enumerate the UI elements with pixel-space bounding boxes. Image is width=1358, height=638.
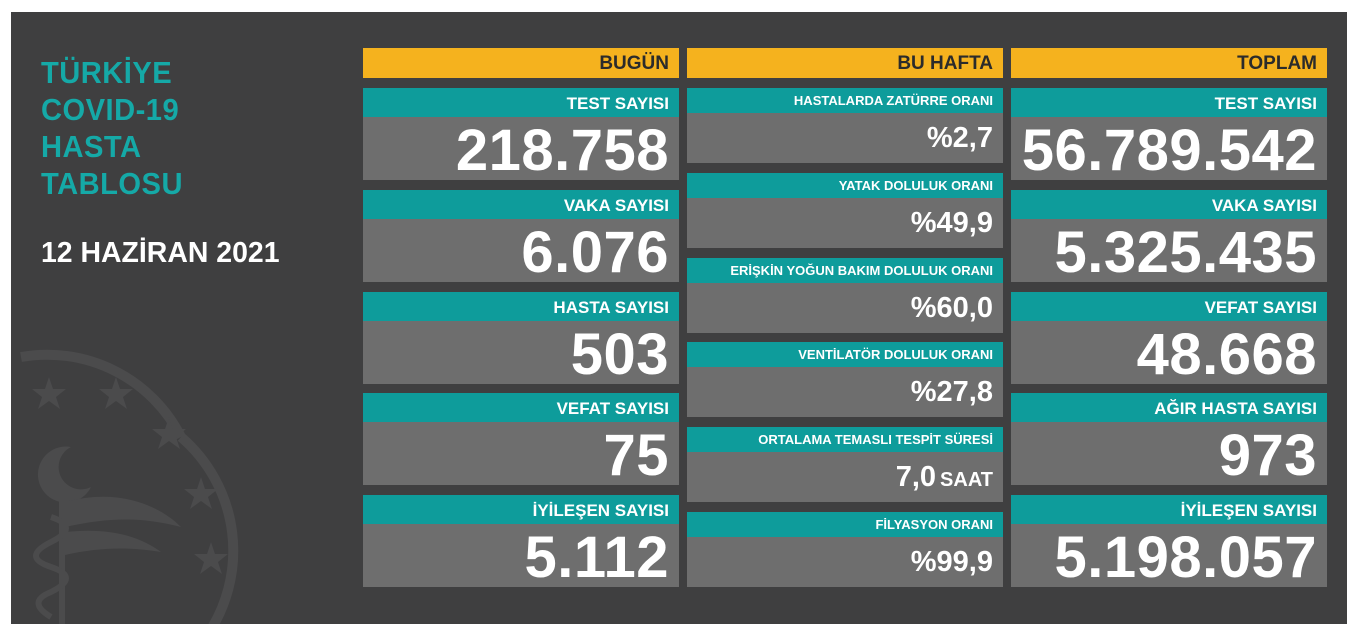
rate-value: %99,9 [687,537,1003,587]
rate-number: %60,0 [910,292,993,324]
rate-value: %60,0 [687,283,1003,333]
rate-number: %99,9 [910,546,993,578]
rate-label: HASTALARDA ZATÜRRE ORANI [687,88,1003,113]
stat-label: İYİLEŞEN SAYISI [1011,495,1327,524]
ministry-emblem-icon [20,349,239,624]
rate-label: FİLYASYON ORANI [687,512,1003,537]
rate-number: %27,8 [910,376,993,408]
stat-card: TEST SAYISI 56.789.542 [1011,88,1327,183]
rate-label: VENTİLATÖR DOLULUK ORANI [687,342,1003,367]
stat-card: İYİLEŞEN SAYISI 5.112 [363,495,679,590]
stat-value: 503 [363,321,679,387]
column-heading: BU HAFTA [687,48,1003,78]
stat-card: VEFAT SAYISI 48.668 [1011,292,1327,387]
rate-value: 7,0 SAAT [687,452,1003,502]
stat-label: AĞIR HASTA SAYISI [1011,393,1327,422]
rate-value: %49,9 [687,198,1003,248]
title-line: TÜRKİYE [41,55,173,90]
rate-label: ERİŞKİN YOĞUN BAKIM DOLULUK ORANI [687,258,1003,283]
title-line: HASTA [41,129,142,164]
page-title: TÜRKİYE COVID-19 HASTA TABLOSU [41,54,183,202]
stat-value: 5.198.057 [1011,524,1327,590]
rate-card: VENTİLATÖR DOLULUK ORANI %27,8 [687,342,1003,417]
rate-value: %27,8 [687,367,1003,417]
rate-card: ERİŞKİN YOĞUN BAKIM DOLULUK ORANI %60,0 [687,258,1003,333]
rate-number: 7,0 [895,461,937,493]
rate-number: %2,7 [926,122,993,154]
dashboard-board: TÜRKİYE COVID-19 HASTA TABLOSU 12 HAZİRA… [11,12,1347,624]
week-column: BU HAFTA HASTALARDA ZATÜRRE ORANI %2,7 Y… [687,48,1003,587]
rate-number: %49,9 [910,207,993,239]
stat-value: 56.789.542 [1011,117,1327,183]
stat-value: 218.758 [363,117,679,183]
title-line: COVID-19 [41,92,180,127]
title-line: TABLOSU [41,166,183,201]
stat-card: VAKA SAYISI 5.325.435 [1011,190,1327,285]
rate-card: ORTALAMA TEMASLI TESPİT SÜRESİ 7,0 SAAT [687,427,1003,502]
report-date: 12 HAZİRAN 2021 [41,237,280,269]
stat-label: VAKA SAYISI [1011,190,1327,219]
stat-card: AĞIR HASTA SAYISI 973 [1011,393,1327,488]
stat-label: HASTA SAYISI [363,292,679,321]
stat-card: VEFAT SAYISI 75 [363,393,679,488]
total-column: TOPLAM TEST SAYISI 56.789.542 VAKA SAYIS… [1011,48,1327,590]
today-column: BUGÜN TEST SAYISI 218.758 VAKA SAYISI 6.… [363,48,679,590]
stat-card: İYİLEŞEN SAYISI 5.198.057 [1011,495,1327,590]
rate-unit: SAAT [940,469,993,491]
rate-card: HASTALARDA ZATÜRRE ORANI %2,7 [687,88,1003,163]
rate-card: FİLYASYON ORANI %99,9 [687,512,1003,587]
stat-value: 5.112 [363,524,679,590]
stat-label: TEST SAYISI [1011,88,1327,117]
stat-value: 6.076 [363,219,679,285]
stat-card: VAKA SAYISI 6.076 [363,190,679,285]
stat-card: HASTA SAYISI 503 [363,292,679,387]
rate-label: YATAK DOLULUK ORANI [687,173,1003,198]
stat-value: 48.668 [1011,321,1327,387]
column-heading: TOPLAM [1011,48,1327,78]
rate-value: %2,7 [687,113,1003,163]
stat-value: 973 [1011,422,1327,488]
rate-card: YATAK DOLULUK ORANI %49,9 [687,173,1003,248]
stat-label: İYİLEŞEN SAYISI [363,495,679,524]
column-heading: BUGÜN [363,48,679,78]
stat-label: VAKA SAYISI [363,190,679,219]
stat-card: TEST SAYISI 218.758 [363,88,679,183]
stat-value: 5.325.435 [1011,219,1327,285]
stat-value: 75 [363,422,679,488]
stat-label: VEFAT SAYISI [363,393,679,422]
stat-label: VEFAT SAYISI [1011,292,1327,321]
rate-label: ORTALAMA TEMASLI TESPİT SÜRESİ [687,427,1003,452]
stat-label: TEST SAYISI [363,88,679,117]
